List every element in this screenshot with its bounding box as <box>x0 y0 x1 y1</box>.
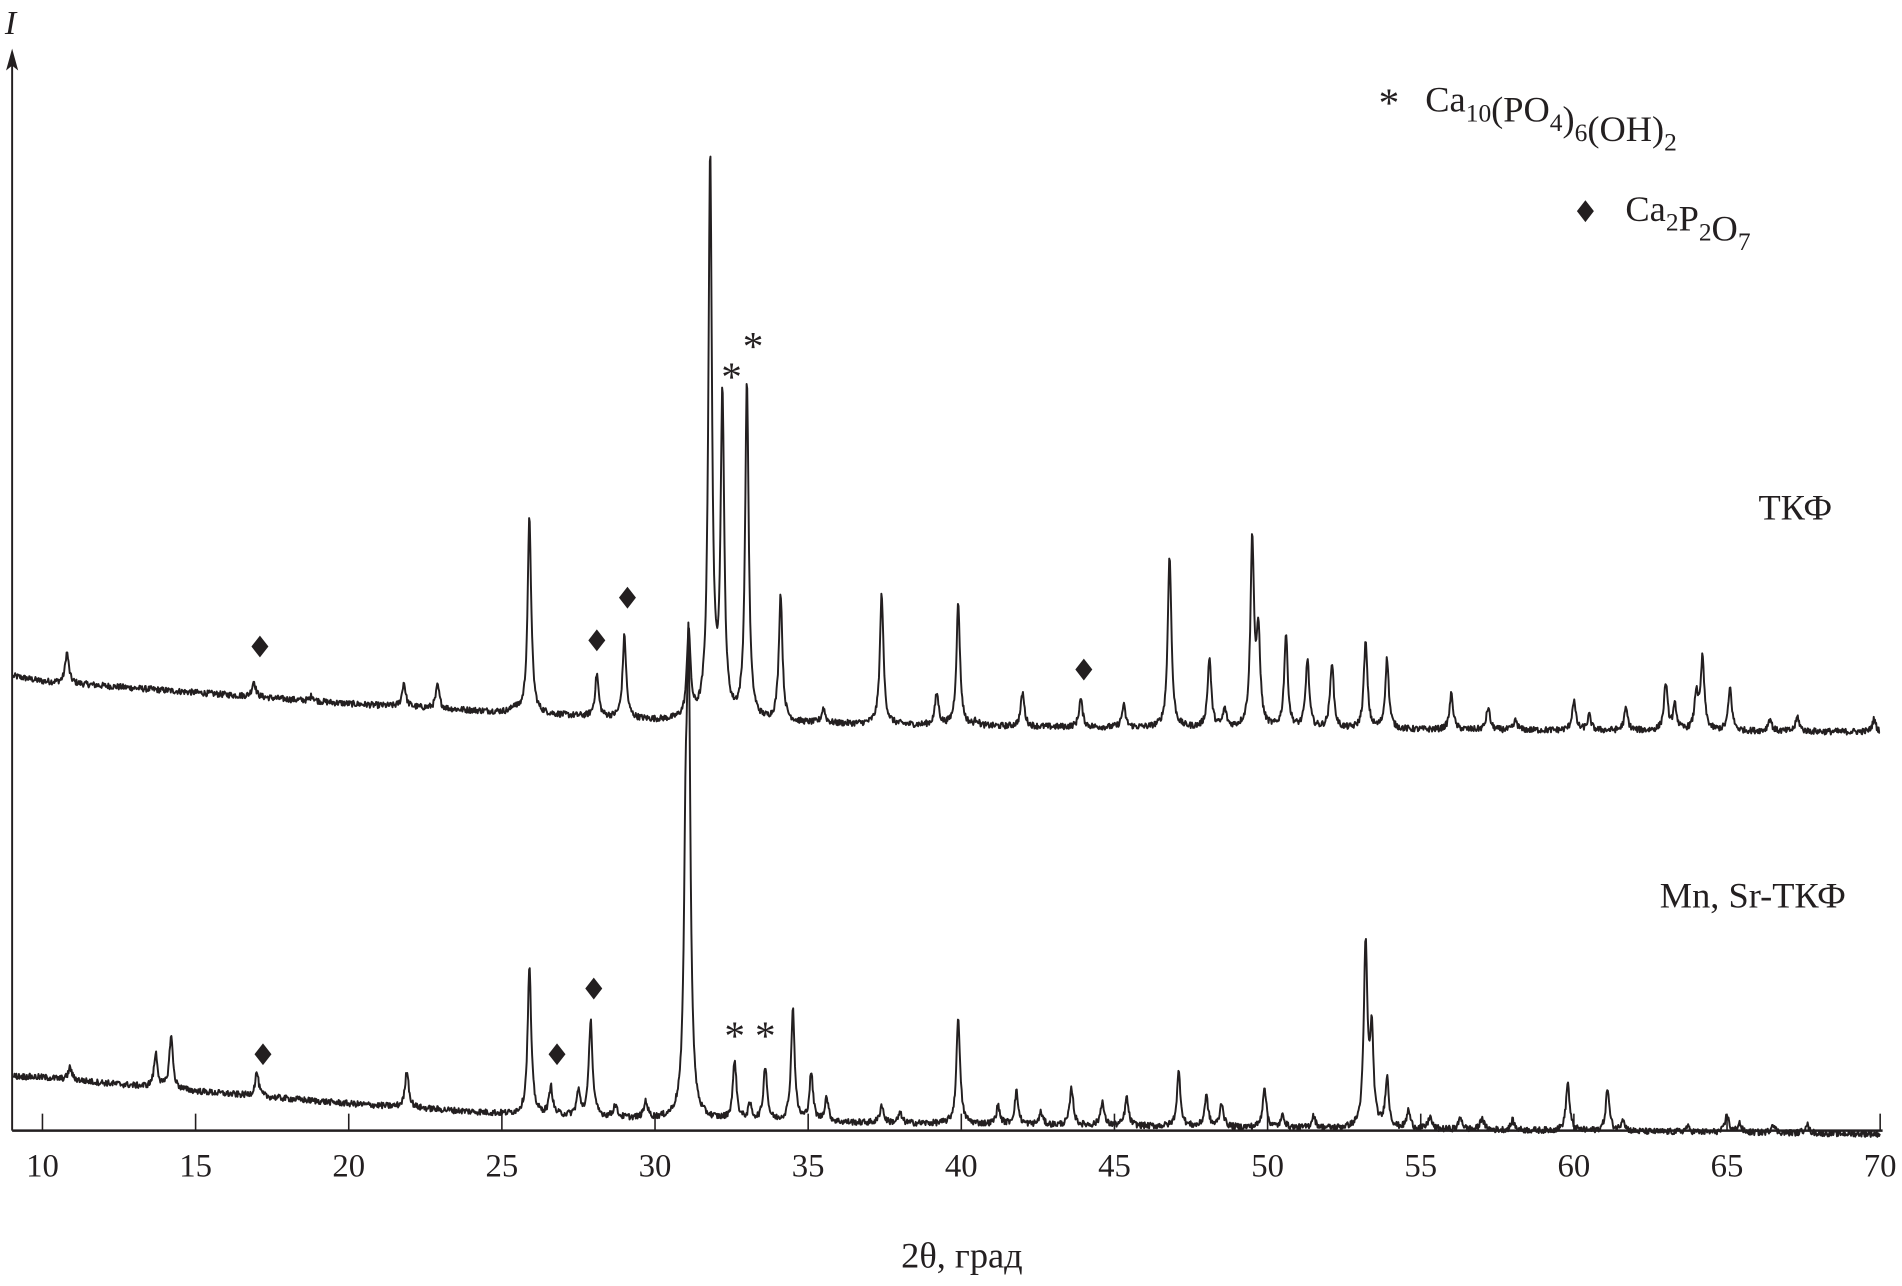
y-axis-arrow <box>6 48 19 71</box>
diamond-marker <box>251 635 269 658</box>
asterisk-marker: * <box>743 323 764 369</box>
legend-asterisk-icon: * <box>1379 80 1400 126</box>
series-label-tkf: ТКФ <box>1758 487 1832 527</box>
x-tick-label: 25 <box>486 1149 519 1185</box>
diamond-marker <box>618 586 636 609</box>
diamond-marker <box>254 1043 272 1066</box>
asterisk-marker: * <box>724 1012 745 1058</box>
x-tick-label: 20 <box>332 1149 365 1185</box>
diamond-marker <box>1075 658 1093 681</box>
diamond-marker <box>548 1043 566 1066</box>
x-tick-label: 70 <box>1864 1149 1897 1185</box>
legend-label-0: Ca10(PO4)6(OH)2 <box>1425 80 1677 157</box>
x-tick-label: 30 <box>639 1149 672 1185</box>
series-label-mn-sr-tkf: Mn, Sr-ТКФ <box>1660 875 1846 915</box>
series-line-1 <box>12 621 1881 1138</box>
x-tick-label: 10 <box>26 1149 59 1185</box>
diamond-marker <box>585 977 603 1000</box>
axes: I 2θ, град <box>4 5 1883 1276</box>
asterisk-marker: * <box>755 1012 776 1058</box>
x-tick-label: 65 <box>1711 1149 1744 1185</box>
x-tick-label: 15 <box>179 1149 212 1185</box>
legend-label-1: Ca2P2O7 <box>1625 189 1750 256</box>
x-tick-label: 55 <box>1404 1149 1437 1185</box>
x-tick-label: 60 <box>1558 1149 1591 1185</box>
x-tick-label: 40 <box>945 1149 978 1185</box>
x-tick-label: 50 <box>1251 1149 1284 1185</box>
legend-diamond-icon <box>1576 200 1594 223</box>
legend: * Ca10(PO4)6(OH)2 Ca2P2O7 <box>1379 80 1751 256</box>
x-tick-label: 35 <box>792 1149 825 1185</box>
series-line-0 <box>12 155 1881 736</box>
diamond-marker <box>588 629 606 652</box>
x-tick-label: 45 <box>1098 1149 1131 1185</box>
x-axis-label: 2θ, град <box>901 1236 1023 1276</box>
y-axis-label: I <box>4 5 18 42</box>
asterisk-marker: * <box>721 354 742 400</box>
